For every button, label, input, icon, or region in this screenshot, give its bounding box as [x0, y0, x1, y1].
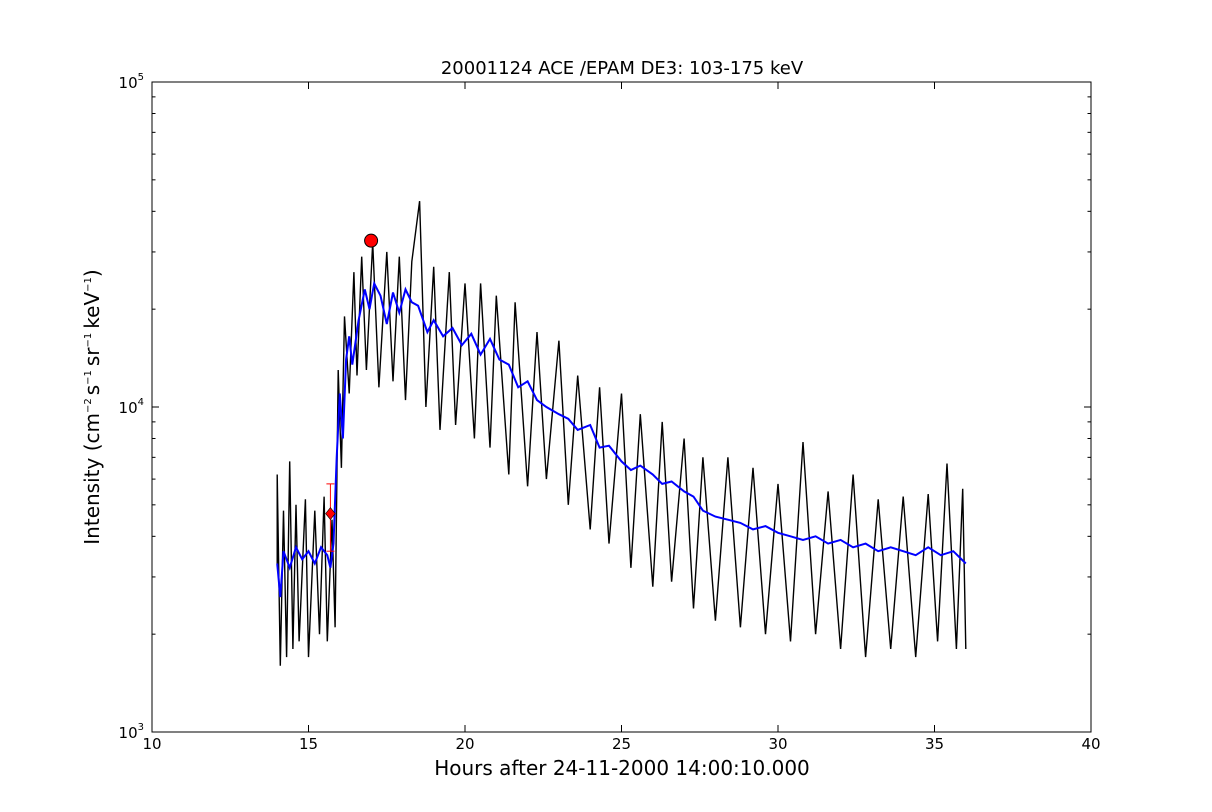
x-tick-label: 20 — [455, 735, 474, 753]
series-smoothed-line — [276, 280, 967, 598]
x-tick-label: 35 — [925, 735, 944, 753]
x-tick-label: 10 — [142, 735, 161, 753]
chart-title: 20001124 ACE /EPAM DE3: 103-175 keV — [441, 58, 804, 79]
x-axis-label: Hours after 24-11-2000 14:00:10.000 — [434, 756, 810, 780]
y-tick-label-base: 10 — [119, 399, 138, 417]
y-axis-label: Intensity (cm−2s−1sr−1keV−1) — [80, 269, 104, 544]
x-tick-label: 30 — [768, 735, 787, 753]
series-raw-line — [276, 201, 967, 666]
y-tick-label-exponent: 5 — [138, 72, 144, 83]
marker-layer — [325, 233, 379, 552]
y-tick-label: 105 — [119, 72, 144, 92]
y-tick-label-exponent: 3 — [138, 722, 144, 733]
y-tick-label: 103 — [119, 722, 144, 742]
x-tick-label: 15 — [299, 735, 318, 753]
onset-diamond-marker — [325, 507, 336, 521]
y-tick-label-base: 10 — [119, 724, 138, 742]
x-tick-label: 40 — [1081, 735, 1100, 753]
x-tick-label: 25 — [612, 735, 631, 753]
plot-data-layer — [276, 201, 967, 666]
peak-circle-marker — [364, 233, 379, 248]
y-tick-label-base: 10 — [119, 74, 138, 92]
y-tick-label-exponent: 4 — [138, 397, 144, 408]
y-tick-label: 104 — [119, 397, 144, 417]
